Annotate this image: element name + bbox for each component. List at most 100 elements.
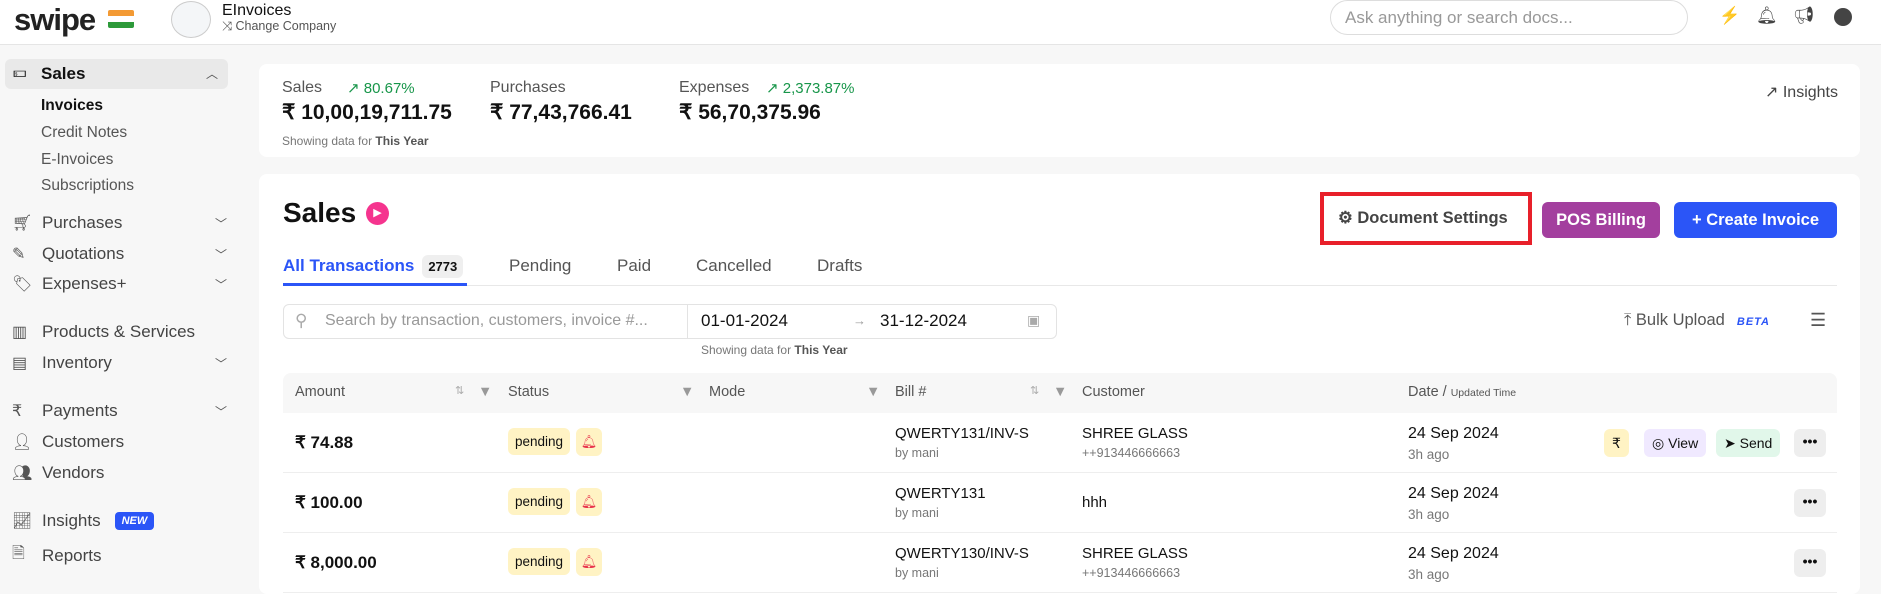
sidebar-item-vendors[interactable]: 👥︎ Vendors [12, 463, 105, 482]
users-icon: 👥︎ [12, 465, 33, 482]
top-header: swipe EInvoices ⤨ Change Company Ask any… [0, 0, 1881, 45]
eye-icon: ◎ [1652, 435, 1669, 451]
reminder-bell-icon[interactable]: 🔔︎ [576, 488, 602, 516]
india-flag-icon [108, 10, 134, 28]
pos-billing-button[interactable]: POS Billing [1542, 202, 1660, 238]
megaphone-icon[interactable]: 📢︎ [1793, 6, 1815, 25]
trend-up-icon: ↗ [347, 80, 364, 97]
docs-search-input[interactable]: Ask anything or search docs... [1330, 0, 1688, 35]
calendar-icon[interactable]: ▣ [1027, 312, 1041, 328]
swipe-logo[interactable]: swipe [14, 2, 96, 37]
table-row[interactable]: ₹ 74.88 pending 🔔︎ QWERTY131/INV-S by man… [283, 413, 1837, 473]
reminder-bell-icon[interactable]: 🔔︎ [576, 548, 602, 576]
sidebar-item-insights[interactable]: 📈︎ Insights NEW [12, 511, 227, 531]
play-video-icon[interactable]: ▶ [366, 202, 389, 225]
tab-cancelled[interactable]: Cancelled [696, 256, 772, 275]
barcode-icon: ▥ [12, 324, 28, 341]
expenses-stat-value: ₹ 56,70,375.96 [679, 101, 821, 124]
sort-icon[interactable]: ⇅ [455, 385, 465, 397]
row-bill: QWERTY131/INV-S by mani [895, 425, 1029, 460]
shuffle-icon: ⤨ [222, 19, 236, 33]
sidebar-item-purchases[interactable]: 🛒︎ Purchases ﹀ [12, 213, 227, 232]
change-company-link[interactable]: ⤨ Change Company [222, 19, 337, 33]
sidebar-item-sales[interactable]: 💵︎ Sales ︿ [5, 59, 228, 89]
create-invoice-button[interactable]: + Create Invoice [1674, 202, 1837, 238]
gear-icon: ⚙ [1338, 209, 1358, 227]
sidebar-item-expenses[interactable]: 🏷︎ Expenses+ ﹀ [12, 274, 227, 293]
company-avatar[interactable] [171, 1, 211, 38]
more-options-button[interactable]: ••• [1794, 429, 1826, 457]
user-icon: 👤︎ [12, 434, 33, 451]
sidebar-item-payments[interactable]: ₹ Payments ﹀ [12, 401, 227, 420]
bolt-icon[interactable]: ⚡ [1719, 6, 1741, 25]
date-to-input[interactable]: 31-12-2024 [880, 311, 967, 330]
new-badge: NEW [114, 512, 155, 530]
status-badge: pending [508, 488, 571, 515]
sidebar-sub-credit-notes[interactable]: Credit Notes [41, 124, 128, 141]
company-name: EInvoices [222, 2, 292, 19]
pencil-icon: ✎ [12, 246, 26, 263]
transaction-search-input[interactable]: Search by transaction, customers, invoic… [325, 312, 648, 329]
filter-icon[interactable]: ▼ [680, 384, 695, 400]
cart-icon: 🛒︎ [12, 215, 33, 232]
view-button[interactable]: ◎ View [1644, 429, 1707, 457]
header-date: Date / Updated Time [1408, 384, 1517, 400]
tab-drafts[interactable]: Drafts [817, 256, 863, 275]
cash-icon: 💵︎ [13, 64, 27, 81]
insights-link[interactable]: ↗ Insights [1765, 84, 1838, 101]
header-amount: Amount [295, 384, 345, 400]
sidebar-item-products-services[interactable]: ▥ Products & Services [12, 322, 196, 341]
reminder-bell-icon[interactable]: 🔔︎ [576, 428, 602, 456]
sidebar-sub-invoices[interactable]: Invoices [41, 97, 104, 114]
active-tab-indicator [283, 283, 467, 286]
sidebar-item-inventory[interactable]: ▤ Inventory ﹀ [12, 353, 227, 372]
sidebar-sub-subscriptions[interactable]: Subscriptions [41, 177, 135, 194]
sort-icon[interactable]: ⇅ [1030, 385, 1040, 397]
more-options-button[interactable]: ••• [1794, 549, 1826, 577]
filter-icon[interactable]: ▼ [866, 384, 881, 400]
filter-icon[interactable]: ▼ [478, 384, 493, 400]
row-amount: ₹ 74.88 [295, 433, 354, 452]
more-options-button[interactable]: ••• [1794, 489, 1826, 517]
sales-stat-value: ₹ 10,00,19,711.75 [282, 101, 452, 124]
inventory-icon: ▤ [12, 355, 28, 372]
tab-all-transactions[interactable]: All Transactions 2773 [283, 255, 464, 278]
chevron-down-icon: ﹀ [214, 356, 227, 371]
sidebar-item-quotations[interactable]: ✎ Quotations ﹀ [12, 244, 227, 263]
sidebar-item-reports[interactable]: 🗎 Reports [12, 542, 227, 569]
sidebar-sub-e-invoices[interactable]: E-Invoices [41, 151, 114, 168]
transactions-count-badge: 2773 [422, 255, 464, 278]
table-header [283, 373, 1837, 413]
purchases-stat-value: ₹ 77,43,766.41 [490, 101, 632, 124]
tab-pending[interactable]: Pending [509, 256, 572, 275]
document-settings-highlight [1320, 192, 1532, 245]
status-badge: pending [508, 428, 571, 455]
date-from-input[interactable]: 01-01-2024 [701, 311, 788, 330]
plus-icon: + [1691, 211, 1707, 229]
sales-stat-label: Sales [282, 79, 323, 96]
chevron-up-icon: ︿ [205, 67, 218, 81]
page-title: Sales [283, 197, 357, 228]
send-button[interactable]: ➤ Send [1716, 429, 1781, 457]
document-settings-button[interactable]: ⚙ Document Settings [1338, 209, 1508, 227]
tab-paid[interactable]: Paid [617, 256, 652, 275]
row-customer: SHREE GLASS ++913446666663 [1082, 425, 1188, 460]
bulk-upload-button[interactable]: ⤒ Bulk Upload BETA [1624, 311, 1771, 329]
sidebar-item-customers[interactable]: 👤︎ Customers [12, 432, 125, 451]
purchases-stat-label: Purchases [490, 79, 566, 96]
tabs-divider [283, 285, 1837, 286]
user-icon[interactable] [1834, 8, 1852, 26]
stats-card: Sales ↗ 80.67% ₹ 10,00,19,711.75 Showing… [259, 64, 1860, 157]
table-row[interactable]: ₹ 8,000.00 pending 🔔︎ QWERTY130/INV-S by … [283, 533, 1837, 593]
chevron-down-icon: ﹀ [214, 404, 227, 419]
table-row[interactable]: ₹ 100.00 pending 🔔︎ QWERTY131 by mani hhh… [283, 473, 1837, 533]
row-customer: hhh [1082, 494, 1108, 511]
rupee-icon: ₹ [12, 403, 23, 420]
report-icon: 🗎 [12, 545, 25, 562]
filter-icon[interactable]: ▼ [1053, 384, 1068, 400]
bell-icon[interactable]: 🔔︎ [1756, 6, 1778, 25]
sales-change: ↗ 80.67% [347, 80, 415, 97]
filter-settings-icon[interactable]: ☰ [1810, 310, 1827, 330]
record-payment-button[interactable]: ₹ [1604, 429, 1629, 457]
external-link-icon: ↗ [1765, 84, 1783, 101]
